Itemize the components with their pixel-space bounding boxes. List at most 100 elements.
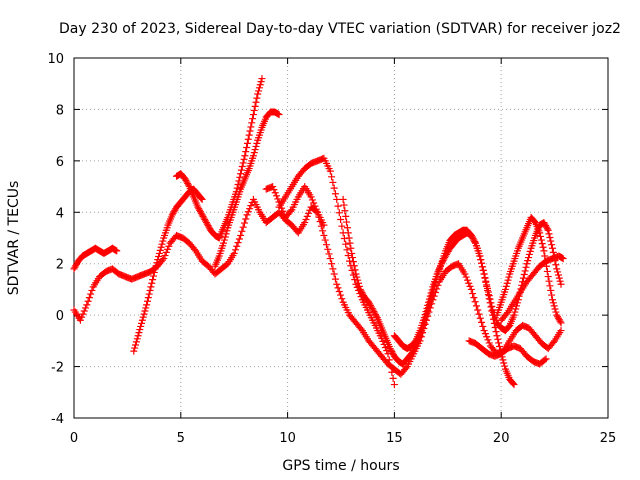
data-point [549,338,557,346]
y-tick-label: 10 [47,52,64,67]
data-point [542,222,550,230]
data-point [475,310,483,318]
data-point [462,273,470,281]
data-point [523,260,531,268]
data-point [202,219,210,227]
data-point [444,247,452,255]
data-point [243,143,251,151]
data-point [341,207,349,215]
data-point [442,252,450,260]
data-point [137,319,145,327]
data-point [131,344,139,352]
x-tick-label: 15 [386,431,403,446]
data-point [505,322,513,330]
data-point [359,290,367,298]
data-point [526,247,534,255]
data-point [342,240,350,248]
data-point [237,170,245,178]
data-point [425,298,433,306]
data-point [319,227,327,235]
data-point [150,268,158,276]
data-point [160,255,168,263]
data-point [519,274,527,282]
data-point [312,205,320,213]
data-point [141,307,149,315]
data-point [196,208,204,216]
data-point [155,253,163,261]
data-point [485,339,493,347]
data-point [142,304,150,312]
data-point [322,241,330,249]
chart-title: Day 230 of 2023, Sidereal Day-to-day VTE… [59,21,621,37]
data-point [328,173,336,181]
data-point [342,212,350,220]
data-point [439,257,447,265]
data-point [184,181,192,189]
data-point [274,195,282,203]
data-point [132,338,140,346]
data-point [554,313,562,321]
data-point [387,362,395,370]
data-point [198,195,206,203]
data-point [388,348,396,356]
data-point [233,184,241,192]
data-point [136,326,144,334]
data-point [72,262,80,270]
data-point [502,310,510,318]
data-point [389,374,397,382]
data-point [546,233,554,241]
data-point [335,209,343,217]
data-point [381,344,389,352]
data-point [255,87,263,95]
data-point [423,304,431,312]
data-point [389,349,397,357]
data-point [331,275,339,283]
data-point [549,299,557,307]
data-point [246,127,254,135]
data-point [504,276,512,284]
data-point [437,260,445,268]
data-point [238,163,246,171]
data-point [559,255,567,263]
data-point [557,327,565,335]
data-point [270,186,278,194]
data-point [329,265,337,273]
data-point [147,283,155,291]
data-point [83,301,91,309]
data-point [555,274,563,282]
data-point [537,232,545,240]
data-point [545,277,553,285]
data-point [411,338,419,346]
data-point [520,271,528,279]
data-point [338,222,346,230]
data-point [130,347,138,355]
data-point [222,230,230,238]
data-point [480,270,488,278]
y-tick-labels: -4 -2 0 2 4 6 8 10 [47,52,64,427]
data-point [499,356,507,364]
data-point [372,311,380,319]
data-point [372,312,380,320]
data-point [168,211,176,219]
data-point [301,219,309,227]
data-point [311,202,319,210]
data-point [143,297,151,305]
data-point [269,183,277,191]
data-point [84,297,92,305]
data-point [137,322,145,330]
data-point [326,255,334,263]
data-point [501,285,509,293]
data-point [275,111,283,119]
data-point [325,250,333,258]
data-point [422,308,430,316]
data-point [369,306,377,314]
data-point [505,273,513,281]
data-point [256,81,264,89]
data-point [307,193,315,201]
data-point [536,229,544,237]
data-point [548,241,556,249]
data-point [495,343,503,351]
data-point [461,270,469,278]
data-point [154,256,162,264]
y-tick-label: 2 [56,258,64,273]
